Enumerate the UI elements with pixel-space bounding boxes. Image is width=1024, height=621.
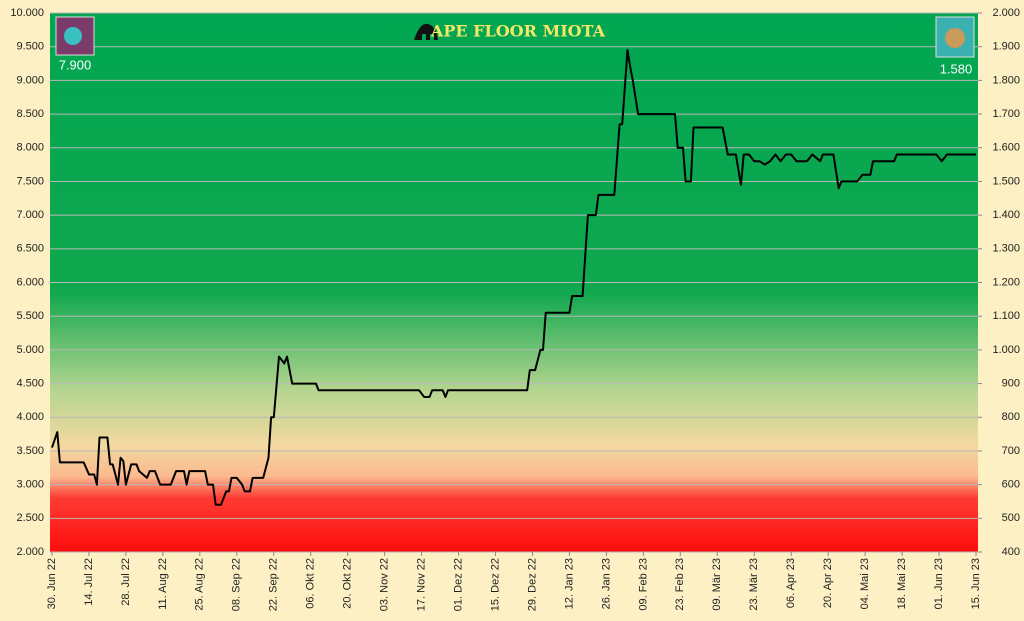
x-tick-label: 30. Jun 22 <box>46 558 58 609</box>
y2-tick-label: 1.000 <box>992 344 1020 356</box>
y2-tick-label: 900 <box>1002 377 1020 389</box>
x-tick-label: 17. Nov 22 <box>416 558 428 611</box>
y-tick-label: 9.000 <box>16 74 44 86</box>
y2-tick-label: 1.300 <box>992 243 1020 255</box>
y2-tick-label: 1.700 <box>992 108 1020 120</box>
x-tick-label: 22. Sep 22 <box>268 558 280 611</box>
y2-tick-label: 1.400 <box>992 209 1020 221</box>
y-tick-label: 2.500 <box>16 512 44 524</box>
y2-tick-label: 1.900 <box>992 41 1020 53</box>
y2-tick-label: 1.200 <box>992 276 1020 288</box>
x-tick-label: 26. Jan 23 <box>600 558 612 609</box>
x-tick-label: 20. Okt 22 <box>342 558 354 609</box>
right-badge: 1.580 <box>940 61 973 76</box>
x-tick-label: 09. Feb 23 <box>637 558 649 611</box>
x-tick-label: 03. Nov 22 <box>379 558 391 611</box>
x-tick-label: 25. Aug 22 <box>194 558 206 611</box>
x-tick-label: 06. Okt 22 <box>305 558 317 609</box>
y2-tick-label: 600 <box>1002 479 1020 491</box>
y2-tick-label: 1.600 <box>992 142 1020 154</box>
y-tick-label: 9.500 <box>16 41 44 53</box>
x-tick-label: 12. Jan 23 <box>563 558 575 609</box>
price-line <box>51 49 976 506</box>
chart-title: APE FLOOR MIOTA <box>430 22 606 41</box>
x-tick-label: 11. Aug 22 <box>157 558 169 610</box>
x-tick-label: 29. Dez 22 <box>526 558 538 611</box>
y2-tick-label: 700 <box>1002 445 1020 457</box>
y2-tick-label: 500 <box>1002 512 1020 524</box>
y-tick-label: 8.500 <box>16 108 44 120</box>
x-tick-label: 14. Jul 22 <box>83 558 95 606</box>
y2-tick-label: 400 <box>1002 546 1020 558</box>
y-tick-label: 3.500 <box>16 445 44 457</box>
y2-tick-label: 1.500 <box>992 175 1020 187</box>
y2-tick-label: 1.100 <box>992 310 1020 322</box>
y-tick-label: 3.000 <box>16 479 44 491</box>
avatar-face <box>945 28 965 48</box>
y2-tick-label: 2.000 <box>992 7 1020 19</box>
x-tick-label: 01. Dez 22 <box>452 558 464 611</box>
grid <box>50 12 978 553</box>
y-tick-label: 8.000 <box>16 142 44 154</box>
y-tick-label: 4.500 <box>16 377 44 389</box>
x-tick-label: 20. Apr 23 <box>822 558 834 608</box>
x-tick-label: 23. Feb 23 <box>674 558 686 611</box>
gorilla-icon <box>414 23 438 40</box>
x-tick-label: 01. Jun 23 <box>933 558 945 609</box>
y-tick-label: 7.500 <box>16 175 44 187</box>
y2-tick-label: 1.800 <box>992 74 1020 86</box>
x-tick-label: 08. Sep 22 <box>231 558 243 611</box>
y-tick-label: 6.000 <box>16 276 44 288</box>
y-tick-label: 4.000 <box>16 411 44 423</box>
x-tick-label: 15. Dez 22 <box>489 558 501 611</box>
y2-tick-label: 800 <box>1002 411 1020 423</box>
y-tick-label: 6.500 <box>16 243 44 255</box>
left-badge: 7.900 <box>59 57 92 72</box>
x-tick-label: 23. Mär 23 <box>748 558 760 611</box>
avatar-face <box>64 27 82 45</box>
y-tick-label: 10.000 <box>10 7 44 19</box>
x-tick-label: 28. Jul 22 <box>120 558 132 606</box>
x-tick-label: 09. Mär 23 <box>711 558 723 611</box>
y-tick-label: 2.000 <box>16 546 44 558</box>
x-tick-label: 04. Mai 23 <box>859 558 871 609</box>
x-tick-label: 06. Apr 23 <box>785 558 797 608</box>
x-tick-label: 15. Jun 23 <box>970 558 982 609</box>
y-tick-label: 5.000 <box>16 344 44 356</box>
y-tick-label: 7.000 <box>16 209 44 221</box>
x-tick-label: 18. Mai 23 <box>896 558 908 609</box>
y-tick-label: 5.500 <box>16 310 44 322</box>
